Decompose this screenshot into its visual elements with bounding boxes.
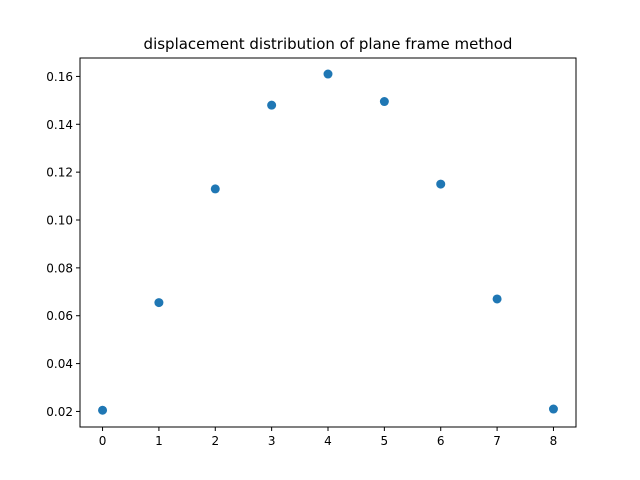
data-point: [267, 100, 277, 110]
data-point: [98, 405, 108, 415]
data-point: [492, 294, 502, 304]
y-tick-label: 0.06: [46, 309, 73, 323]
x-axis: 0 1 2 3 4 5 6 7 8: [99, 427, 558, 448]
x-tick-label: 5: [381, 434, 389, 448]
data-point: [323, 69, 333, 79]
data-point: [436, 179, 446, 189]
x-tick-label: 7: [493, 434, 501, 448]
y-tick-label: 0.08: [46, 261, 73, 275]
data-point: [154, 298, 164, 308]
x-tick-label: 3: [268, 434, 276, 448]
y-tick-label: 0.16: [46, 70, 73, 84]
data-points: [98, 69, 558, 415]
y-tick-label: 0.02: [46, 405, 73, 419]
y-tick-label: 0.14: [46, 118, 73, 132]
x-tick-label: 2: [211, 434, 219, 448]
x-tick-label: 4: [324, 434, 332, 448]
data-point: [210, 184, 220, 194]
y-tick-label: 0.12: [46, 166, 73, 180]
x-tick-label: 6: [437, 434, 445, 448]
y-tick-label: 0.10: [46, 214, 73, 228]
data-point: [548, 404, 558, 414]
x-tick-label: 8: [550, 434, 558, 448]
y-tick-label: 0.04: [46, 357, 73, 371]
chart-title: displacement distribution of plane frame…: [144, 35, 513, 53]
x-tick-label: 0: [99, 434, 107, 448]
x-tick-label: 1: [155, 434, 163, 448]
y-axis: 0.02 0.04 0.06 0.08 0.10 0.12 0.14 0.16: [46, 70, 80, 419]
data-point: [379, 97, 389, 107]
plot-frame: [79, 57, 577, 428]
